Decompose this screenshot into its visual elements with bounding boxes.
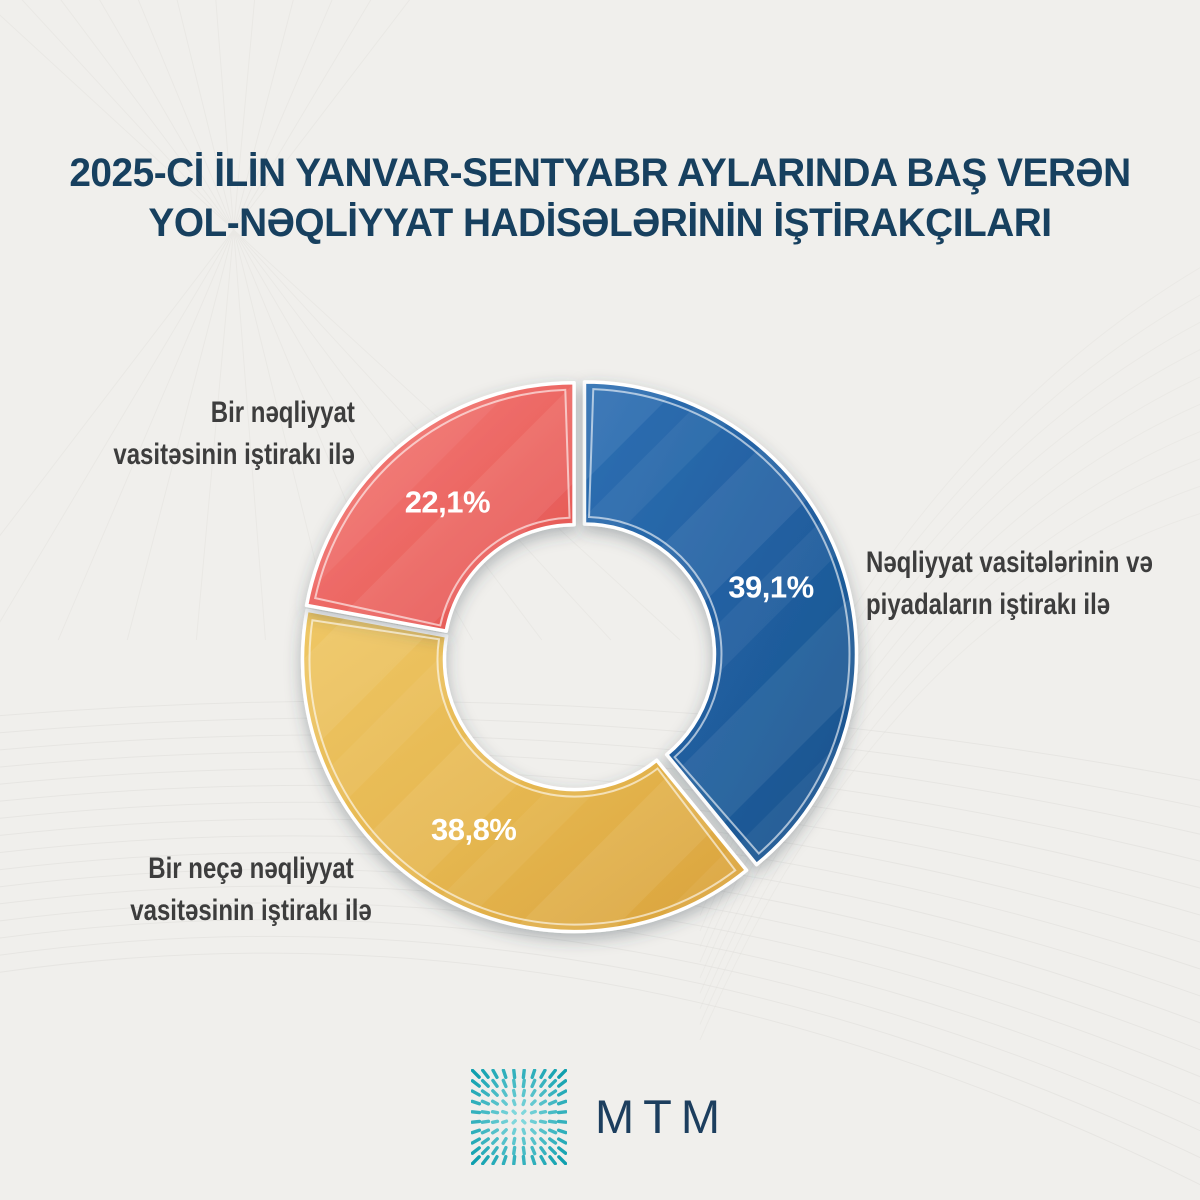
segment-value-multiple-vehicles: 38,8% [431, 812, 516, 847]
segment-label-line: vasitəsinin iştirakı ilə [113, 438, 355, 471]
segment-label-line: Nəqliyyat vasitələrinin və [866, 546, 1153, 579]
mtm-logo: MTM [0, 1062, 1200, 1172]
page-title-line1: 2025-Cİ İLİN YANVAR-SENTYABR AYLARINDA B… [69, 151, 1131, 195]
segment-label-line: vasitəsinin iştirakı ilə [130, 894, 372, 927]
segment-label-line: Bir nəqliyyat [210, 396, 355, 429]
burst-grid-icon [470, 1069, 567, 1165]
page-title-line2: YOL-NƏQLİYYAT HADİSƏLƏRİNİN İŞTİRAKÇILAR… [148, 201, 1052, 245]
logo-text: MTM [594, 1090, 729, 1143]
segment-value-vehicles-and-pedestrians: 39,1% [728, 569, 813, 604]
segment-label-single-vehicle: Bir nəqliyyat vasitəsinin iştirakı ilə [114, 392, 355, 476]
segment-label-line: piyadaların iştirakı ilə [866, 588, 1111, 621]
segment-label-line: Bir neçə nəqliyyat [148, 852, 354, 885]
page-title: 2025-Cİ İLİN YANVAR-SENTYABR AYLARINDA B… [18, 148, 1182, 248]
segment-value-single-vehicle: 22,1% [405, 485, 490, 520]
segment-label-multiple-vehicles: Bir neçə nəqliyyat vasitəsinin iştirakı … [107, 848, 395, 932]
segment-label-vehicles-and-pedestrians: Nəqliyyat vasitələrinin və piyadaların i… [866, 542, 1153, 626]
